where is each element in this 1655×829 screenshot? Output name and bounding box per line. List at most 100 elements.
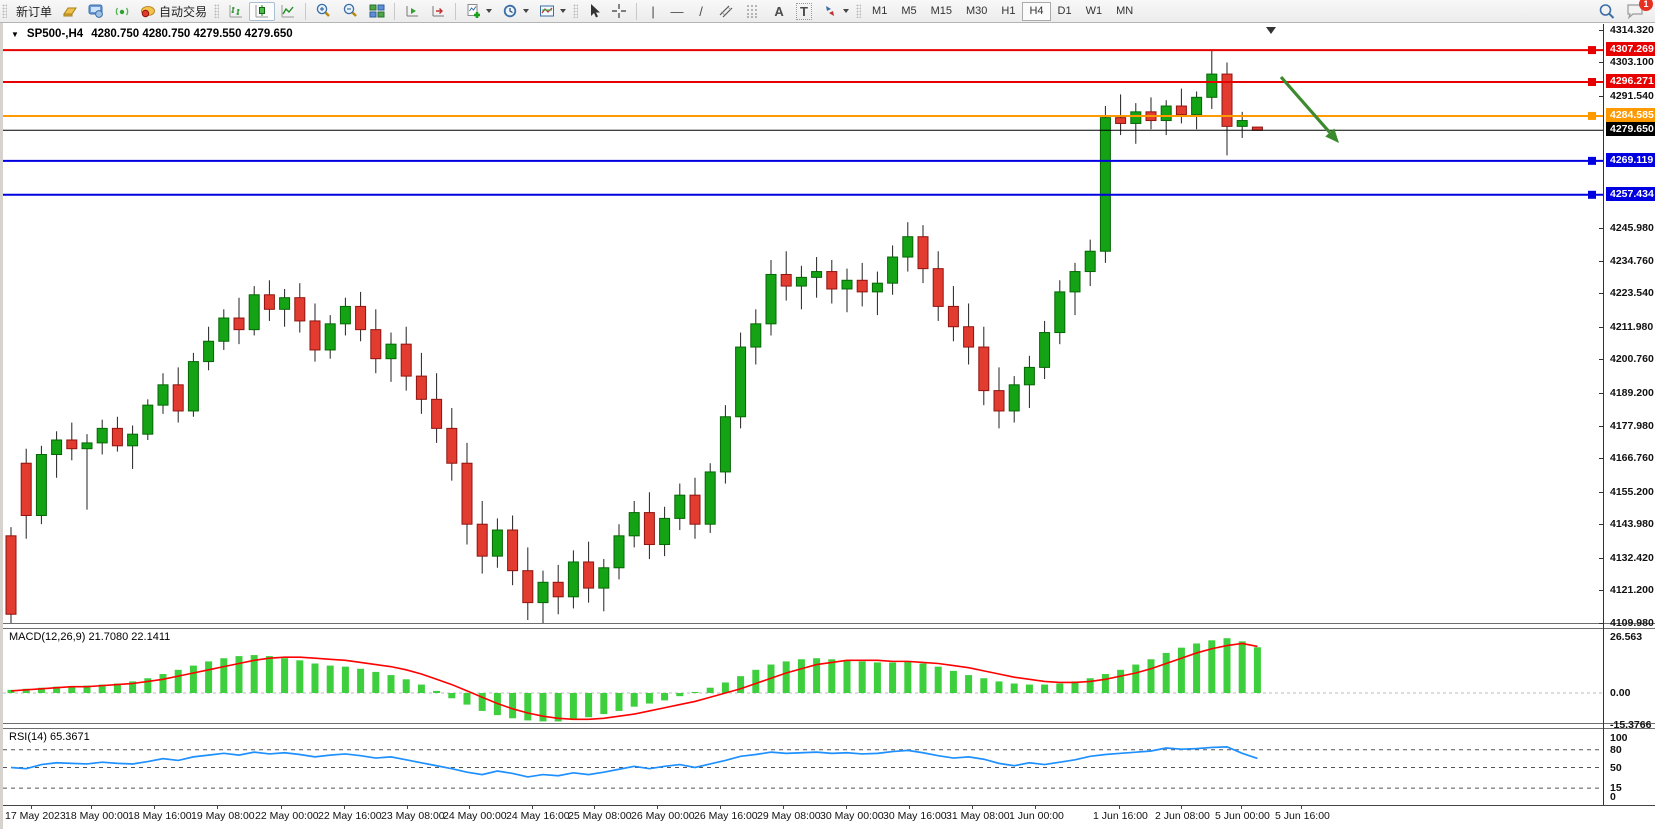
- time-tick-mark: [217, 806, 218, 809]
- auto-trading-label: 自动交易: [159, 4, 208, 19]
- candlestick-chart-button[interactable]: [249, 1, 276, 21]
- tile-windows-button[interactable]: [364, 2, 390, 21]
- time-axis-label: 5 Jun 00:00: [1215, 810, 1270, 822]
- timeframe-m5-button[interactable]: M5: [901, 5, 917, 17]
- axis-price-label: 4189.200: [1610, 386, 1654, 399]
- toolbar-separator: [455, 2, 457, 20]
- terminal-button[interactable]: [83, 2, 109, 21]
- zoom-out-button[interactable]: [337, 2, 364, 21]
- time-axis-label: 29 May 08:00: [757, 810, 821, 822]
- crosshair-button[interactable]: [606, 2, 632, 21]
- text-label-icon: T: [796, 2, 813, 20]
- arrows-tool-button[interactable]: [817, 2, 854, 21]
- axis-tick-mark: [1599, 425, 1604, 427]
- time-tick-mark: [344, 806, 345, 809]
- timeframe-d1-button[interactable]: D1: [1057, 5, 1072, 17]
- axis-tick-mark: [1599, 62, 1604, 64]
- templates-icon: [540, 5, 555, 17]
- dropdown-caret-icon: [486, 9, 493, 13]
- zoom-out-icon: [343, 3, 357, 17]
- time-axis-label: 23 May 08:00: [381, 810, 445, 822]
- dropdown-caret-icon: [843, 9, 850, 13]
- dropdown-caret-icon: [523, 9, 530, 13]
- pane-divider-rsi[interactable]: [3, 723, 1655, 729]
- zoom-in-icon: [316, 3, 330, 17]
- timeframe-h1-button[interactable]: H1: [1001, 5, 1016, 17]
- chart-shift-button[interactable]: [425, 2, 451, 21]
- timeframe-m30-button[interactable]: M30: [966, 5, 988, 17]
- timeframe-m15-button[interactable]: M15: [930, 5, 952, 17]
- timeframe-w1-button[interactable]: W1: [1085, 5, 1103, 17]
- horizontal-line-tool-button[interactable]: —: [665, 2, 689, 21]
- time-tick-mark: [31, 806, 32, 809]
- macd-pane[interactable]: MACD(12,26,9) 21.7080 22.1411: [3, 628, 1603, 723]
- templates-button[interactable]: [534, 2, 571, 21]
- time-axis-label: 22 May 16:00: [318, 810, 382, 822]
- time-tick-mark: [1035, 806, 1036, 809]
- timeframe-mn-button[interactable]: MN: [1116, 5, 1134, 17]
- time-tick-mark: [469, 806, 470, 809]
- gold-icon: [63, 7, 77, 17]
- vertical-line-tool-button[interactable]: |: [641, 2, 665, 21]
- price-line-label: 4269.119: [1606, 152, 1655, 167]
- axis-tick-mark: [1599, 590, 1604, 592]
- auto-scroll-button[interactable]: [399, 2, 425, 21]
- time-tick-mark: [1119, 806, 1120, 809]
- rsi-axis-label: 0: [1610, 791, 1616, 803]
- trendline-icon: /: [699, 3, 703, 19]
- text-label-tool-button[interactable]: T: [791, 2, 817, 21]
- notifications-button[interactable]: 1: [1626, 0, 1653, 19]
- pane-divider-macd[interactable]: [3, 623, 1655, 629]
- toolbar-grip: [856, 4, 862, 18]
- collapse-triangle-icon[interactable]: ▼: [11, 29, 19, 39]
- chart-window[interactable]: ▼ SP500-,H4 4280.750 4280.750 4279.550 4…: [0, 23, 1655, 829]
- timeframe-h4-button[interactable]: H4: [1022, 1, 1051, 21]
- auto-trading-button[interactable]: 自动交易: [135, 2, 212, 21]
- axis-price-label: 4245.980: [1610, 222, 1654, 235]
- price-line-label: 4257.434: [1606, 186, 1655, 201]
- crosshair-icon: [612, 4, 627, 18]
- time-axis-label: 1 Jun 16:00: [1093, 810, 1148, 822]
- periods-button[interactable]: [497, 2, 534, 21]
- axis-tick-mark: [1599, 359, 1604, 361]
- indicators-button[interactable]: [460, 2, 497, 21]
- rsi-pane[interactable]: RSI(14) 65.3671: [3, 728, 1603, 805]
- fibonacci-tool-button[interactable]: [740, 2, 767, 21]
- time-tick-mark: [407, 806, 408, 809]
- axis-tick-mark: [1599, 458, 1604, 460]
- indicators-icon: [467, 4, 481, 18]
- cursor-button[interactable]: [582, 2, 606, 21]
- market-watch-button[interactable]: [57, 2, 83, 21]
- notification-badge: 1: [1639, 0, 1653, 11]
- timeframe-m1-button[interactable]: M1: [872, 5, 888, 17]
- text-tool-button[interactable]: A: [767, 2, 791, 21]
- price-pane[interactable]: [3, 24, 1603, 623]
- time-axis[interactable]: 17 May 2023 18 May 00:00 18 May 16:00 19 Ma…: [3, 806, 1655, 829]
- arrows-icon: [826, 6, 835, 16]
- axis-tick-mark: [1599, 29, 1604, 31]
- trendline-tool-button[interactable]: /: [689, 2, 713, 21]
- time-axis-label: 30 May 00:00: [820, 810, 884, 822]
- zoom-in-button[interactable]: [310, 2, 337, 21]
- axis-price-label: 4223.540: [1610, 287, 1654, 300]
- axis-price-label: 4314.320: [1610, 23, 1654, 36]
- vertical-line-icon: |: [651, 3, 655, 19]
- line-chart-button[interactable]: [275, 2, 301, 21]
- time-tick-mark: [783, 806, 784, 809]
- time-tick-mark: [972, 806, 973, 809]
- new-order-label: 新订单: [16, 4, 53, 19]
- toolbar-grip: [214, 4, 220, 18]
- search-icon[interactable]: [1598, 3, 1616, 20]
- time-tick-mark: [1241, 806, 1242, 809]
- time-tick-mark: [846, 806, 847, 809]
- axis-tick-mark: [1599, 95, 1604, 97]
- channel-tool-button[interactable]: [713, 2, 740, 21]
- bar-chart-button[interactable]: [223, 2, 249, 21]
- toolbar-group-main: 新订单 自动交易: [0, 0, 212, 22]
- toolbar-group-dropdowns: [460, 0, 571, 22]
- signals-button[interactable]: [109, 2, 135, 21]
- new-order-button[interactable]: 新订单: [11, 2, 57, 21]
- time-axis-label: 24 May 16:00: [506, 810, 570, 822]
- price-axis[interactable]: 4307.269 4296.271 4284.585 4279.650 4269.119…: [1599, 23, 1655, 805]
- price-line-label: 4284.585: [1606, 107, 1655, 122]
